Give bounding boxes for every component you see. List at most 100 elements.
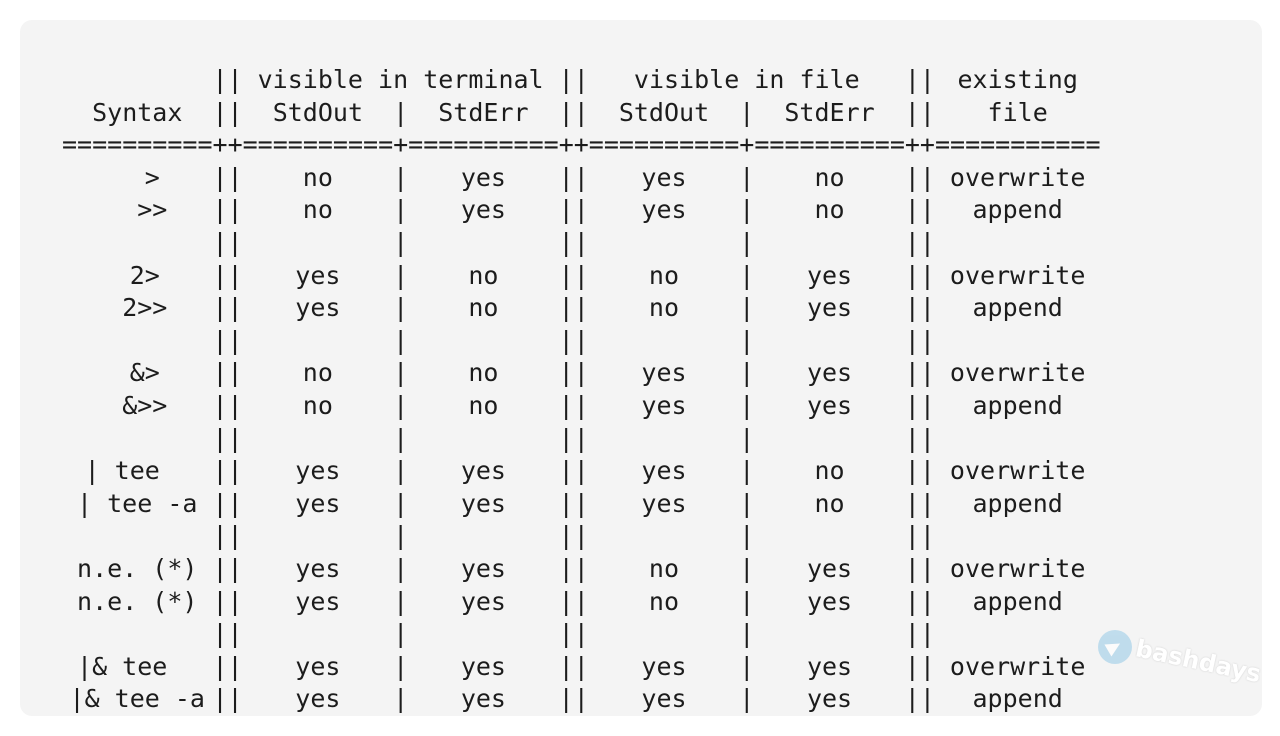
spacer-row: || | || | || — [62, 227, 1101, 260]
table-cell: append — [972, 195, 1063, 225]
double-bar: || — [212, 390, 243, 420]
table-cell: | tee — [84, 456, 190, 486]
table-cell: yes — [641, 358, 687, 388]
table-cell: yes — [806, 586, 853, 616]
double-bar: || — [904, 97, 935, 127]
double-bar: || — [212, 325, 243, 355]
bar: | — [739, 227, 755, 257]
header-cell — [62, 64, 213, 97]
double-bar: || — [558, 97, 589, 127]
table-cell: no — [814, 456, 845, 486]
bar: | — [393, 553, 409, 583]
table-cell: no — [648, 293, 680, 323]
table-cell: no — [814, 162, 845, 192]
double-bar: || — [212, 619, 243, 649]
table-cell — [589, 618, 740, 651]
double-bar: || — [212, 684, 243, 714]
table-cell — [243, 423, 394, 456]
table-cell — [62, 423, 213, 456]
table-cell: yes — [460, 488, 506, 518]
table-cell — [754, 325, 905, 358]
table-cell: overwrite — [949, 260, 1086, 290]
double-bar: || — [558, 293, 589, 323]
bar: | — [739, 162, 755, 192]
double-bar: || — [904, 651, 935, 681]
bar: | — [739, 195, 755, 225]
header-group-file: visible in file — [633, 65, 860, 94]
table-cell: append — [972, 586, 1063, 616]
double-bar: || — [212, 293, 243, 323]
table-cell: no — [468, 260, 499, 290]
double-bar: || — [904, 488, 935, 518]
bar: | — [393, 390, 409, 420]
table-cell: yes — [806, 684, 853, 714]
table-row: n.e. (*) || yes | yes || no | yes || append — [62, 586, 1101, 619]
double-bar: || — [904, 423, 935, 453]
table-cell: yes — [295, 293, 341, 323]
table-row: >> || no | yes || yes | no || append — [62, 194, 1101, 227]
table-cell: overwrite — [949, 162, 1086, 192]
double-bar: || — [904, 390, 935, 420]
table-cell: yes — [295, 260, 341, 290]
table-cell: yes — [295, 651, 341, 681]
table-cell: append — [972, 684, 1063, 714]
double-bar: || — [904, 260, 935, 290]
double-bar: || — [904, 553, 935, 583]
bar: | — [739, 358, 755, 388]
bar: | — [739, 260, 755, 290]
double-bar: || — [904, 65, 935, 94]
redirection-table: || visible in terminal || visible in file ||… — [62, 64, 1101, 716]
table-cell — [243, 618, 394, 651]
double-bar: || — [212, 358, 243, 388]
spacer-row: || | || | || — [62, 618, 1101, 651]
table-cell: append — [972, 293, 1063, 323]
double-bar: || — [558, 553, 589, 583]
table-cell: yes — [806, 358, 853, 388]
double-bar: || — [904, 162, 935, 192]
table-cell — [589, 423, 740, 456]
table-cell — [589, 325, 740, 358]
table-row: | tee || yes | yes || yes | no || overwrite — [62, 455, 1101, 488]
table-cell: >> — [107, 195, 168, 225]
bar: | — [393, 521, 409, 551]
double-bar: || — [904, 325, 935, 355]
double-bar: || — [212, 651, 243, 681]
table-cell — [589, 227, 740, 260]
bar: | — [393, 488, 409, 518]
table-cell: &>> — [107, 390, 168, 420]
table-cell — [62, 618, 213, 651]
table-cell — [935, 325, 1101, 358]
double-bar: || — [904, 521, 935, 551]
table-cell: yes — [460, 651, 506, 681]
bar: | — [739, 488, 755, 518]
table-cell: yes — [295, 553, 341, 583]
table-cell — [935, 227, 1101, 260]
table-cell: yes — [641, 651, 687, 681]
double-bar: || — [212, 488, 243, 518]
double-bar: || — [558, 162, 589, 192]
table-cell: yes — [460, 586, 506, 616]
table-cell — [62, 227, 213, 260]
table-cell: 2> — [114, 260, 160, 290]
bar: | — [739, 456, 755, 486]
table-cell: no — [814, 195, 845, 225]
table-cell: no — [814, 488, 845, 518]
table-cell — [243, 227, 394, 260]
header-stderr: StdErr — [438, 97, 529, 127]
table-cell: yes — [806, 260, 853, 290]
double-bar: || — [558, 325, 589, 355]
double-bar: || — [212, 195, 243, 225]
telegram-icon — [1098, 630, 1132, 664]
table-cell: no — [302, 390, 333, 420]
header-syntax: Syntax — [92, 97, 183, 127]
table-cell: |& tee — [77, 651, 198, 681]
table-cell: n.e. (*) — [77, 586, 198, 616]
table-cell: no — [302, 162, 333, 192]
table-cell — [243, 520, 394, 553]
double-bar: || — [212, 260, 243, 290]
bar: | — [739, 619, 755, 649]
table-cell: &> — [114, 358, 160, 388]
double-bar: || — [558, 423, 589, 453]
table-cell — [408, 227, 559, 260]
header-file: file — [987, 97, 1048, 127]
